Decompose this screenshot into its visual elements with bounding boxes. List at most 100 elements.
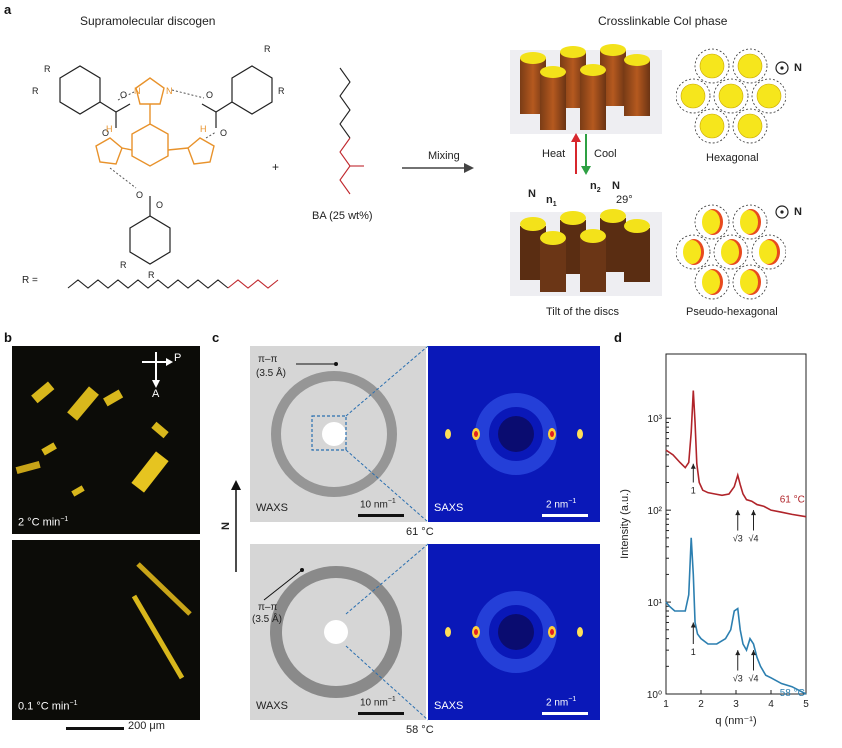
- waxs-scale-label: 10 nm−1: [360, 696, 396, 709]
- r-group: R: [120, 260, 127, 270]
- series-label: 58 °C: [780, 688, 805, 699]
- discogen-title: Supramolecular discogen: [80, 14, 216, 28]
- atom-n: N: [166, 86, 173, 96]
- waxs-scale-bar: [358, 514, 404, 517]
- x-tick-label: 5: [803, 699, 809, 710]
- x-tick-label: 3: [733, 699, 739, 710]
- ba-molecule: [339, 67, 364, 195]
- atom-h: H: [106, 124, 113, 134]
- hexagonal-columns-diagram: [510, 44, 662, 134]
- atom-o: O: [206, 90, 213, 100]
- saxs-label: SAXS: [434, 700, 464, 712]
- peak-arrow-head: [690, 463, 696, 469]
- panel-c-letter: c: [212, 330, 220, 345]
- pi-pi-label: π–π: [258, 602, 278, 613]
- director-n: N: [794, 62, 802, 74]
- pom-scale-label: 200 μm: [128, 720, 165, 732]
- y-axis-label: Intensity (a.u.): [619, 489, 631, 559]
- peak-index-label: 1: [691, 647, 696, 657]
- r-group: R: [44, 64, 51, 74]
- peak-index-label: 1: [691, 485, 696, 495]
- pom-image-fast: P A 2 °C min−1: [12, 346, 200, 534]
- pom-image-slow: 0.1 °C min−1: [12, 540, 200, 720]
- mixing-arrow-icon: [402, 163, 474, 173]
- saxs-scale-bar: [542, 514, 588, 517]
- pi-pi-spacing: (3.5 Å): [252, 614, 283, 625]
- tilted-columns-diagram: [510, 209, 662, 296]
- pi-pi-spacing: (3.5 Å): [256, 368, 287, 379]
- tilt-angle: 29°: [616, 194, 633, 206]
- waxs-scale-label: 10 nm−1: [360, 498, 396, 511]
- col-phase-title: Crosslinkable Col phase: [598, 14, 728, 28]
- r-group: R: [278, 86, 285, 96]
- atom-o: O: [136, 190, 143, 200]
- x-tick-label: 4: [768, 699, 774, 710]
- y-tick-label: 10²: [648, 506, 663, 517]
- director-n: N: [528, 188, 536, 200]
- peak-index-label: √4: [749, 534, 759, 544]
- n1-vector: n1: [546, 194, 557, 209]
- heat-label: Heat: [542, 148, 566, 160]
- saxs-scale-label: 2 nm−1: [546, 498, 577, 511]
- n2-vector: n2: [590, 180, 601, 195]
- saxs-pattern-58: SAXS 2 nm−1: [428, 544, 600, 720]
- waxs-pattern-58: π–π (3.5 Å) WAXS 10 nm−1: [250, 544, 426, 720]
- panel-b-letter: b: [4, 330, 12, 345]
- saxs-label: SAXS: [434, 502, 464, 514]
- hexagonal-lattice-diagram: [676, 48, 786, 144]
- waxs-pattern-61: π–π (3.5 Å) WAXS 10 nm−1: [250, 346, 426, 522]
- cool-label: Cool: [594, 148, 617, 160]
- hexagonal-label: Hexagonal: [706, 152, 759, 164]
- peak-arrow-head: [751, 650, 756, 656]
- saxs-scale-bar: [542, 712, 588, 715]
- director-n: N: [794, 206, 802, 218]
- peak-arrow-head: [735, 510, 741, 516]
- pom-scale-bar: [66, 727, 124, 730]
- saxs-intensity-chart: 1 2 3 4 5 10⁰ 10¹ 10² 10³ q (nm⁻¹) Intensity (a.u.…: [619, 353, 809, 727]
- peak-index-label: √3: [733, 674, 743, 684]
- pseudo-hexagonal-label: Pseudo-hexagonal: [686, 306, 778, 318]
- mixing-label: Mixing: [428, 150, 460, 162]
- atom-o: O: [102, 128, 109, 138]
- series-line-61C: [665, 390, 807, 518]
- atom-o: O: [120, 90, 127, 100]
- polarizer-label: P: [174, 352, 182, 364]
- waxs-scale-bar: [358, 712, 404, 715]
- y-tick-label: 10³: [648, 414, 663, 425]
- plus-sign: +: [272, 160, 280, 174]
- peak-index-label: √4: [749, 674, 759, 684]
- saxs-scale-label: 2 nm−1: [546, 696, 577, 709]
- plot-frame: [665, 353, 807, 695]
- cooling-rate-fast: 2 °C min−1: [18, 516, 69, 529]
- n-axis-label: N: [219, 522, 232, 530]
- pi-pi-label: π–π: [258, 354, 278, 365]
- atom-o: O: [156, 200, 163, 210]
- peak-index-label: √3: [733, 534, 743, 544]
- director-n: N: [612, 180, 620, 192]
- atom-o: O: [220, 128, 227, 138]
- r-group: R: [148, 270, 155, 280]
- waxs-label: WAXS: [256, 700, 288, 712]
- x-tick-label: 1: [663, 699, 669, 710]
- y-tick-label: 10⁰: [647, 690, 662, 701]
- waxs-label: WAXS: [256, 502, 288, 514]
- analyzer-label: A: [152, 388, 160, 400]
- r-chain: [67, 279, 279, 289]
- crossed-polarizers-icon: [142, 352, 173, 388]
- out-of-plane-icon: [775, 61, 789, 75]
- x-axis-label: q (nm⁻¹): [715, 715, 756, 727]
- atom-h: H: [200, 124, 207, 134]
- panel-d-letter: d: [614, 330, 622, 345]
- zoom-guides: [345, 346, 429, 721]
- temperature-61: 61 °C: [406, 526, 434, 538]
- r-group: R: [32, 86, 39, 96]
- saxs-pattern-61: SAXS 2 nm−1: [428, 346, 600, 522]
- n-axis-arrow-icon: [231, 480, 241, 572]
- ba-label: BA (25 wt%): [312, 210, 373, 222]
- series-label: 61 °C: [780, 495, 805, 506]
- y-tick-label: 10¹: [648, 598, 663, 609]
- x-tick-label: 2: [698, 699, 704, 710]
- atom-n: N: [134, 86, 141, 96]
- peak-arrow-head: [735, 650, 741, 656]
- pseudo-hexagonal-lattice-diagram: [676, 204, 786, 300]
